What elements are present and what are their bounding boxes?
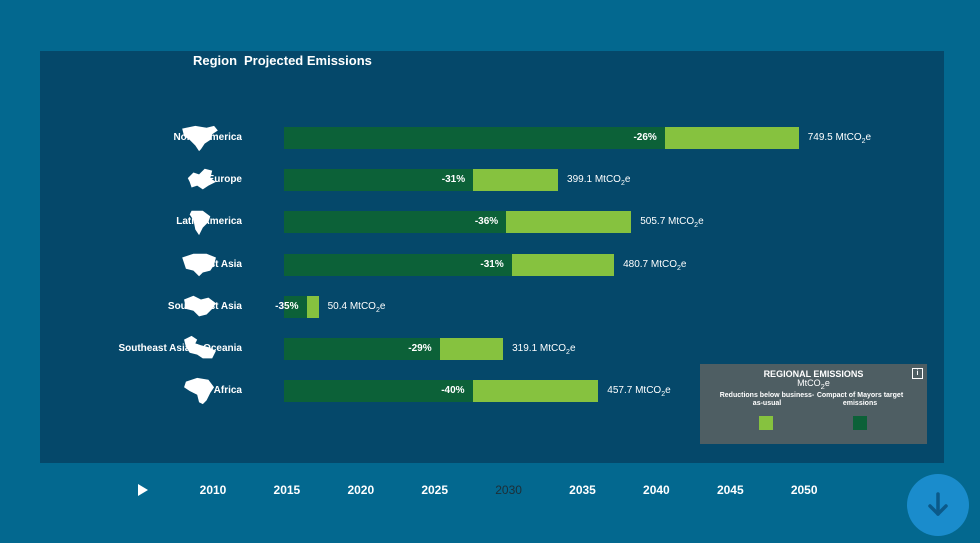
total-emissions-label: 50.4 MtCO2e: [328, 296, 386, 318]
total-emissions-value: 399.1 MtCO: [567, 174, 621, 186]
reduction-percent-label: -26%: [633, 132, 657, 143]
bar-reduction-segment[interactable]: [473, 169, 559, 192]
timeline-year-2040[interactable]: 2040: [643, 483, 670, 497]
projected-emissions-column-header: Projected Emissions: [244, 53, 372, 68]
bar-reduction-segment[interactable]: [664, 127, 799, 149]
total-emissions-suffix: e: [624, 174, 631, 186]
timeline-year-2050[interactable]: 2050: [790, 483, 818, 497]
region-map-icon: [184, 378, 215, 405]
region-label: Southeast Asia & Oceania: [118, 343, 242, 354]
total-emissions-label: 457.7 MtCO2e: [607, 380, 670, 402]
legend-swatch-target: [853, 416, 867, 430]
info-icon[interactable]: i: [912, 368, 923, 379]
bar-reduction-segment[interactable]: [306, 295, 319, 318]
arrow-down-icon: [928, 492, 948, 516]
timeline-year-2045[interactable]: 2045: [716, 483, 744, 497]
region-map-icon: [182, 125, 218, 152]
total-emissions-sub: 2: [620, 180, 625, 188]
bar-target-segment[interactable]: [284, 211, 507, 234]
total-emissions-sub: 2: [566, 349, 570, 356]
total-emissions-label: 749.5 MtCO2e: [808, 127, 871, 149]
region-label: Europe: [207, 174, 242, 186]
total-emissions-sub: 2: [375, 306, 380, 314]
region-label: East Asia: [197, 258, 242, 270]
legend-title: REGIONAL EMISSIONS: [763, 369, 864, 379]
reduction-percent-label: -31%: [441, 174, 466, 186]
region-map-icon: [187, 168, 216, 190]
total-emissions-value: 480.7 MtCO: [623, 258, 677, 270]
play-icon[interactable]: [138, 484, 148, 496]
legend-label-reductions: Reductions below business-as-usual: [719, 392, 815, 407]
region-label: Latin America: [176, 216, 242, 228]
timeline-year-2015[interactable]: 2015: [273, 483, 301, 497]
total-emissions-suffix: e: [865, 132, 872, 143]
region-column-header: Region: [193, 53, 238, 68]
bar-target-segment[interactable]: [284, 169, 474, 192]
bar-target-segment[interactable]: [284, 295, 307, 318]
region-map-icon: [182, 253, 216, 276]
reduction-percent-label: -35%: [275, 300, 299, 312]
total-emissions-sub: 2: [861, 138, 866, 145]
total-emissions-value: 505.7 MtCO: [640, 216, 695, 228]
total-emissions-value: 319.1 MtCO: [512, 343, 567, 354]
legend: REGIONAL EMISSIONS MtCO2e i Reductions b…: [700, 364, 927, 444]
reduction-percent-label: -36%: [474, 216, 499, 228]
bar-reduction-segment[interactable]: [506, 211, 632, 234]
total-emissions-sub: 2: [677, 264, 681, 272]
legend-label-target: Compact of Mayors target emissions: [816, 392, 904, 407]
total-emissions-suffix: e: [569, 343, 576, 354]
total-emissions-sub: 2: [694, 222, 699, 230]
legend-swatch-reductions: [759, 416, 773, 430]
total-emissions-sub: 2: [661, 391, 666, 399]
total-emissions-label: 399.1 MtCO2e: [567, 169, 630, 191]
total-emissions-suffix: e: [698, 216, 704, 228]
bar-target-segment[interactable]: [284, 338, 440, 360]
timeline-year-2010[interactable]: 2010: [199, 483, 227, 497]
legend-unit: MtCO2e: [700, 378, 927, 391]
total-emissions-value: 50.4 MtCO: [327, 300, 376, 312]
total-emissions-label: 319.1 MtCO2e: [512, 338, 575, 360]
reduction-percent-label: -29%: [408, 343, 432, 354]
legend-unit-e: e: [824, 378, 830, 388]
timeline-year-2030[interactable]: 2030: [495, 483, 522, 497]
bar-reduction-segment[interactable]: [511, 253, 615, 276]
total-emissions-label: 505.7 MtCO2e: [640, 211, 703, 233]
bar-target-segment[interactable]: [284, 380, 473, 403]
total-emissions-label: 480.7 MtCO2e: [623, 254, 686, 276]
region-map-icon: [189, 211, 211, 236]
legend-unit-base: MtCO: [797, 378, 821, 388]
scroll-down-button[interactable]: [907, 474, 969, 536]
timeline-year-2035[interactable]: 2035: [569, 483, 596, 497]
total-emissions-suffix: e: [680, 258, 687, 270]
bar-reduction-segment[interactable]: [472, 380, 599, 403]
bar-reduction-segment[interactable]: [439, 338, 504, 360]
reduction-percent-label: -40%: [441, 385, 465, 397]
total-emissions-suffix: e: [379, 300, 386, 312]
reduction-percent-label: -31%: [480, 258, 504, 270]
bar-target-segment[interactable]: [284, 253, 512, 276]
total-emissions-value: 749.5 MtCO: [807, 132, 862, 143]
legend-unit-sub: 2: [820, 381, 825, 391]
timeline-year-2025[interactable]: 2025: [421, 483, 449, 497]
timeline-year-2020[interactable]: 2020: [347, 483, 375, 497]
total-emissions-suffix: e: [665, 385, 671, 397]
bar-target-segment[interactable]: [284, 127, 665, 149]
total-emissions-value: 457.7 MtCO: [607, 385, 662, 397]
region-label: Africa: [213, 385, 242, 397]
region-map-icon: [184, 295, 216, 317]
region-map-icon: [184, 335, 216, 359]
